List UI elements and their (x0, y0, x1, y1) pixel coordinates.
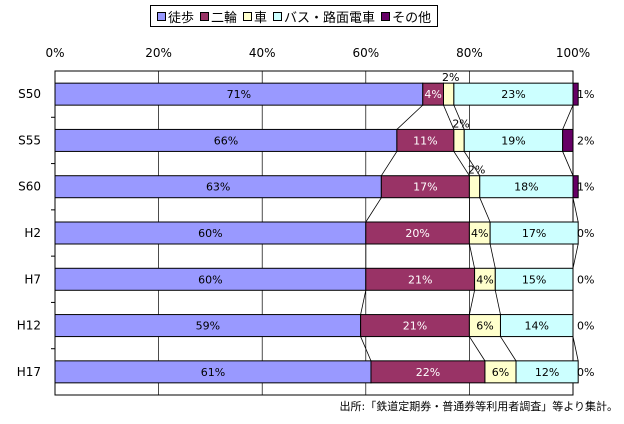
legend-item-bus: バス・路面電車 (273, 7, 375, 26)
data-label: 21% (403, 320, 427, 333)
data-label: 60% (198, 273, 222, 286)
data-label: 4% (424, 88, 441, 101)
bar-segment (499, 314, 574, 338)
data-label: 1% (577, 181, 594, 194)
series-connector (360, 336, 372, 362)
series-connector (365, 197, 382, 223)
data-label: 17% (522, 227, 546, 240)
data-label: 15% (522, 273, 546, 286)
legend-label-bus: バス・路面電車 (284, 10, 376, 26)
legend-label-walk: 徒歩 (168, 10, 195, 26)
series-connector (572, 243, 579, 269)
legend-item-other: その他 (381, 7, 431, 26)
bar-segment (489, 221, 579, 245)
x-tick-label: 40% (249, 46, 276, 60)
series-connector (469, 243, 475, 269)
data-label: 0% (577, 320, 594, 333)
legend-item-two-wheel: 二輪 (200, 7, 237, 26)
x-tick-label: 80% (456, 46, 483, 60)
y-tick-label: H2 (24, 226, 41, 240)
bar-segment (562, 128, 574, 152)
y-tick-label: H12 (17, 319, 41, 333)
legend-swatch-car (243, 11, 253, 21)
legend-swatch-bus (273, 11, 283, 21)
data-label: 59% (196, 320, 220, 333)
series-connector (572, 336, 579, 361)
data-label: 2% (452, 117, 469, 130)
data-label: 4% (471, 227, 488, 240)
legend: 徒歩 二輪 車 バス・路面電車 その他 (150, 5, 439, 27)
series-connector (562, 104, 574, 130)
data-label: 17% (413, 181, 437, 194)
legend-item-walk: 徒歩 (157, 7, 194, 26)
series-connector (463, 151, 481, 176)
bar-segment (494, 267, 574, 291)
data-label: 6% (492, 366, 509, 379)
data-label: 1% (577, 88, 594, 101)
data-label: 66% (214, 134, 238, 147)
data-label: 21% (408, 273, 432, 286)
x-tick-label: 20% (145, 46, 172, 60)
data-label: 0% (577, 366, 594, 379)
data-label: 2% (577, 134, 594, 147)
data-label: 23% (501, 88, 525, 101)
y-tick-label: S50 (18, 87, 41, 101)
data-label: 71% (227, 88, 251, 101)
y-tick-label: H7 (24, 272, 41, 286)
series-connector (453, 104, 465, 130)
bar-segment (572, 82, 579, 106)
data-label: 6% (476, 320, 493, 333)
series-connector (572, 197, 579, 223)
legend-label-other: その他 (392, 10, 432, 26)
x-tick-label: 100% (556, 46, 590, 60)
data-label: 0% (577, 273, 594, 286)
data-label: 61% (201, 366, 225, 379)
legend-swatch-walk (157, 11, 166, 21)
data-label: 0% (577, 227, 594, 240)
data-label: 22% (416, 366, 440, 379)
series-connector (469, 290, 475, 315)
series-connector (469, 336, 486, 362)
bar-segment (572, 175, 579, 199)
series-connector (381, 151, 398, 176)
series-connector (479, 197, 491, 223)
series-connector (360, 290, 367, 315)
data-label: 20% (405, 227, 429, 240)
legend-swatch-two-wheel (200, 11, 210, 21)
data-label: 12% (535, 366, 559, 379)
data-label: 4% (476, 273, 493, 286)
data-label: 60% (198, 227, 222, 240)
bar-segment (468, 175, 481, 199)
series-connector (494, 290, 501, 315)
y-tick-label: S55 (18, 133, 41, 147)
legend-label-car: 車 (254, 10, 268, 26)
series-connector (396, 104, 424, 130)
series-connector (562, 151, 574, 176)
y-tick-label: H17 (17, 365, 41, 379)
data-label: 18% (514, 181, 538, 194)
series-connector (453, 151, 470, 176)
x-tick-label: 60% (352, 46, 379, 60)
bar-segment (453, 128, 465, 152)
legend-item-car: 車 (243, 7, 267, 26)
series-connector (489, 243, 496, 269)
y-tick-label: S60 (18, 180, 41, 194)
data-label: 14% (525, 320, 549, 333)
legend-label-two-wheel: 二輪 (211, 10, 238, 26)
x-tick-label: 0% (45, 46, 64, 60)
series-connector (443, 104, 455, 130)
data-label: 11% (413, 134, 437, 147)
source-note: 出所:「鉄道定期券・普通券等利用者調査」等より集計。 (339, 400, 618, 413)
data-label: 19% (501, 134, 525, 147)
legend-swatch-other (381, 11, 391, 21)
series-connector (500, 336, 517, 362)
bar-segment (515, 360, 579, 384)
data-label: 2% (442, 71, 459, 84)
bar-segment (443, 82, 455, 106)
data-label: 63% (206, 181, 230, 194)
